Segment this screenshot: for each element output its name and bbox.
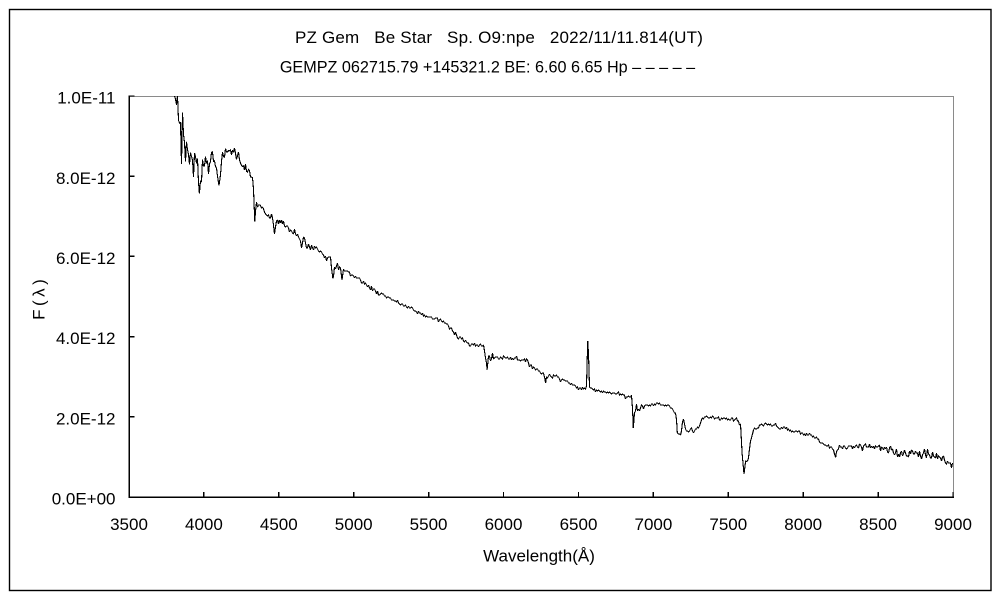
svg-text:9000: 9000 <box>934 515 972 534</box>
svg-text:PZ Gem Be Star Sp. O9:npe: PZ Gem Be Star Sp. O9:npe 2022/11/11.814… <box>295 28 703 47</box>
svg-text:6500: 6500 <box>560 515 598 534</box>
svg-text:8.0E-12: 8.0E-12 <box>56 169 116 188</box>
svg-text:6000: 6000 <box>485 515 523 534</box>
svg-text:4000: 4000 <box>185 515 223 534</box>
svg-text:4500: 4500 <box>260 515 298 534</box>
svg-text:5000: 5000 <box>335 515 373 534</box>
svg-text:1.0E-11: 1.0E-11 <box>57 89 115 108</box>
svg-text:Wavelength(Å): Wavelength(Å) <box>483 547 595 566</box>
svg-text:GEMPZ 062715.79 +145321.2 BE:: GEMPZ 062715.79 +145321.2 BE: 6.60 6.65 … <box>280 59 695 77</box>
svg-text:6.0E-12: 6.0E-12 <box>56 249 116 268</box>
svg-text:5500: 5500 <box>410 515 448 534</box>
svg-text:8000: 8000 <box>784 515 822 534</box>
svg-text:7500: 7500 <box>709 515 747 534</box>
svg-text:4.0E-12: 4.0E-12 <box>56 329 116 348</box>
svg-text:2.0E-12: 2.0E-12 <box>56 409 116 428</box>
svg-text:8500: 8500 <box>859 515 897 534</box>
svg-text:7000: 7000 <box>634 515 672 534</box>
svg-text:0.0E+00: 0.0E+00 <box>52 490 116 509</box>
svg-text:3500: 3500 <box>110 515 148 534</box>
svg-text:F(λ): F(λ) <box>30 276 49 320</box>
